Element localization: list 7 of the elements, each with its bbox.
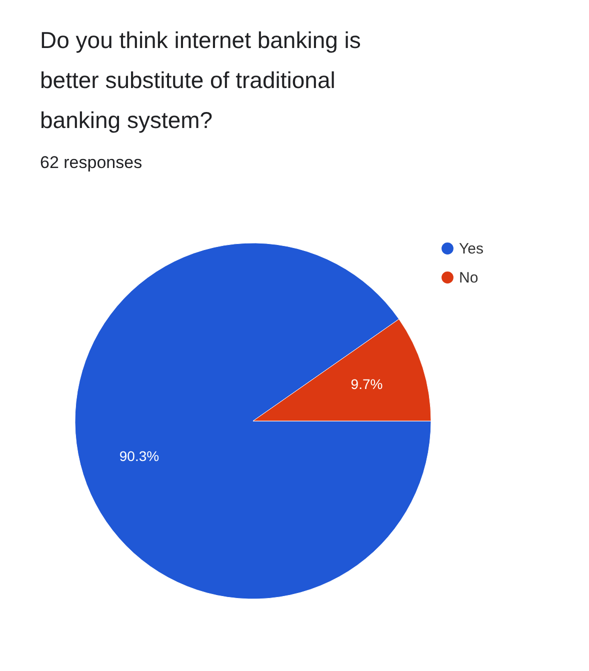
data-label: 9.7% [350,376,383,392]
pie-slice [74,243,432,600]
chart-subtitle: 62 responses [40,153,142,172]
legend-label: No [459,270,478,286]
legend-label: Yes [459,240,484,258]
data-label: 90.3% [119,448,160,464]
chart-title: Do you think internet banking is better substitute of traditional banking system? [40,27,361,133]
